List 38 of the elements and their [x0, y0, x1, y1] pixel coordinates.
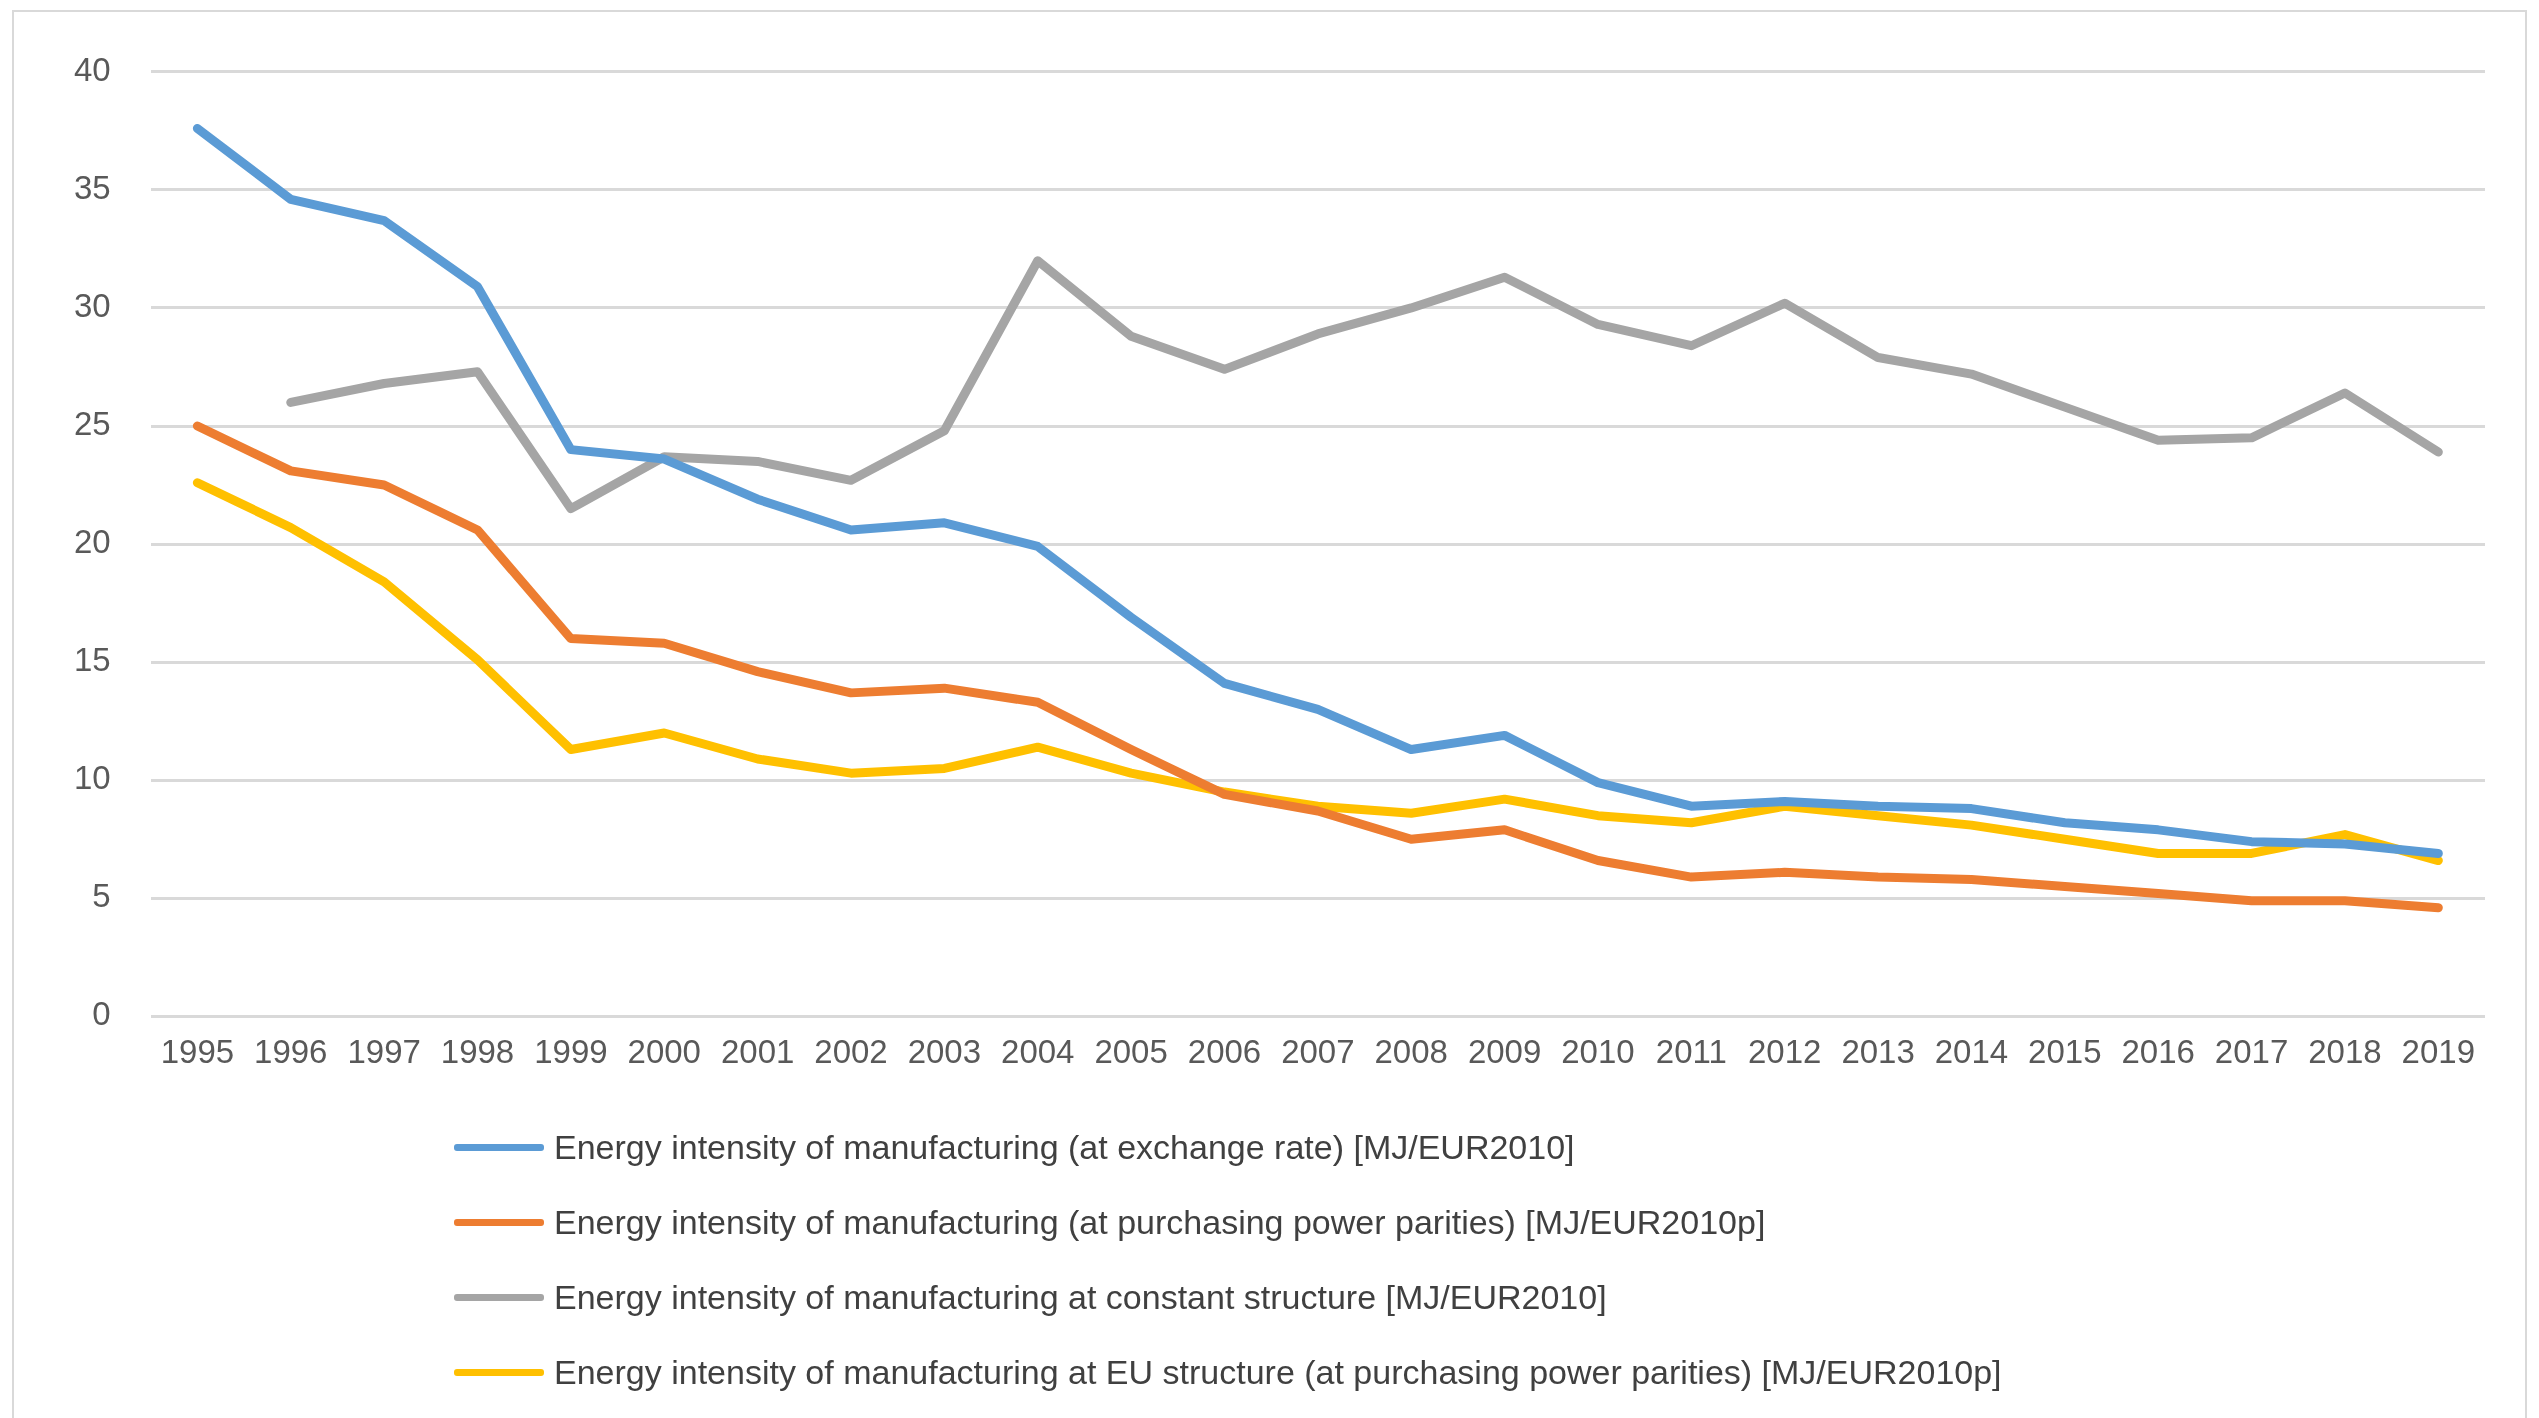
y-tick-label: 40: [73, 50, 111, 88]
y-tick-label: 30: [73, 287, 111, 325]
x-tick-label: 1998: [440, 1033, 515, 1071]
y-tick-label: 15: [73, 641, 111, 679]
x-tick-label: 2000: [627, 1033, 701, 1071]
x-tick-label: 1996: [254, 1033, 328, 1071]
x-tick-label: 2003: [907, 1033, 982, 1071]
x-tick-label: 2018: [2308, 1033, 2382, 1071]
x-tick-label: 2002: [814, 1033, 888, 1071]
y-tick-label: 10: [73, 759, 111, 797]
x-tick-label: 2016: [2121, 1033, 2195, 1071]
x-tick-label: 2017: [2214, 1033, 2289, 1071]
x-tick-label: 2012: [1748, 1033, 1822, 1071]
y-tick-label: 5: [92, 877, 111, 915]
y-tick-label: 0: [92, 995, 111, 1033]
legend-label: Energy intensity of manufacturing (at exchange rate) [MJ/EUR2010]: [554, 1128, 1575, 1167]
x-tick-label: 2007: [1281, 1033, 1355, 1071]
x-tick-label: 2010: [1561, 1033, 1635, 1071]
legend-label: Energy intensity of manufacturing (at purchasing power parities) [MJ/EUR2010p]: [554, 1203, 1766, 1242]
x-tick-label: 2006: [1187, 1033, 1262, 1071]
x-tick-label: 2009: [1467, 1033, 1542, 1071]
y-tick-label: 20: [73, 523, 111, 561]
x-tick-label: 2005: [1094, 1033, 1168, 1071]
y-tick-label: 25: [73, 405, 111, 443]
x-tick-label: 2004: [1001, 1033, 1075, 1071]
y-tick-label: 35: [73, 168, 111, 206]
x-tick-label: 1999: [534, 1033, 608, 1071]
legend-label: Energy intensity of manufacturing at EU structure (at purchasing power parities) [MJ/EUR2010p]: [554, 1353, 2002, 1392]
legend-label: Energy intensity of manufacturing at constant structure [MJ/EUR2010]: [554, 1278, 1607, 1317]
x-tick-label: 2014: [1934, 1033, 2009, 1071]
x-tick-label: 2013: [1841, 1033, 1915, 1071]
x-tick-label: 2015: [2028, 1033, 2102, 1071]
x-tick-label: 2001: [720, 1033, 795, 1071]
x-tick-label: 2008: [1374, 1033, 1448, 1071]
x-tick-label: 1997: [347, 1033, 421, 1071]
x-tick-label: 1995: [160, 1033, 235, 1071]
x-tick-label: 2011: [1655, 1033, 1727, 1071]
x-tick-label: 2019: [2401, 1033, 2476, 1071]
